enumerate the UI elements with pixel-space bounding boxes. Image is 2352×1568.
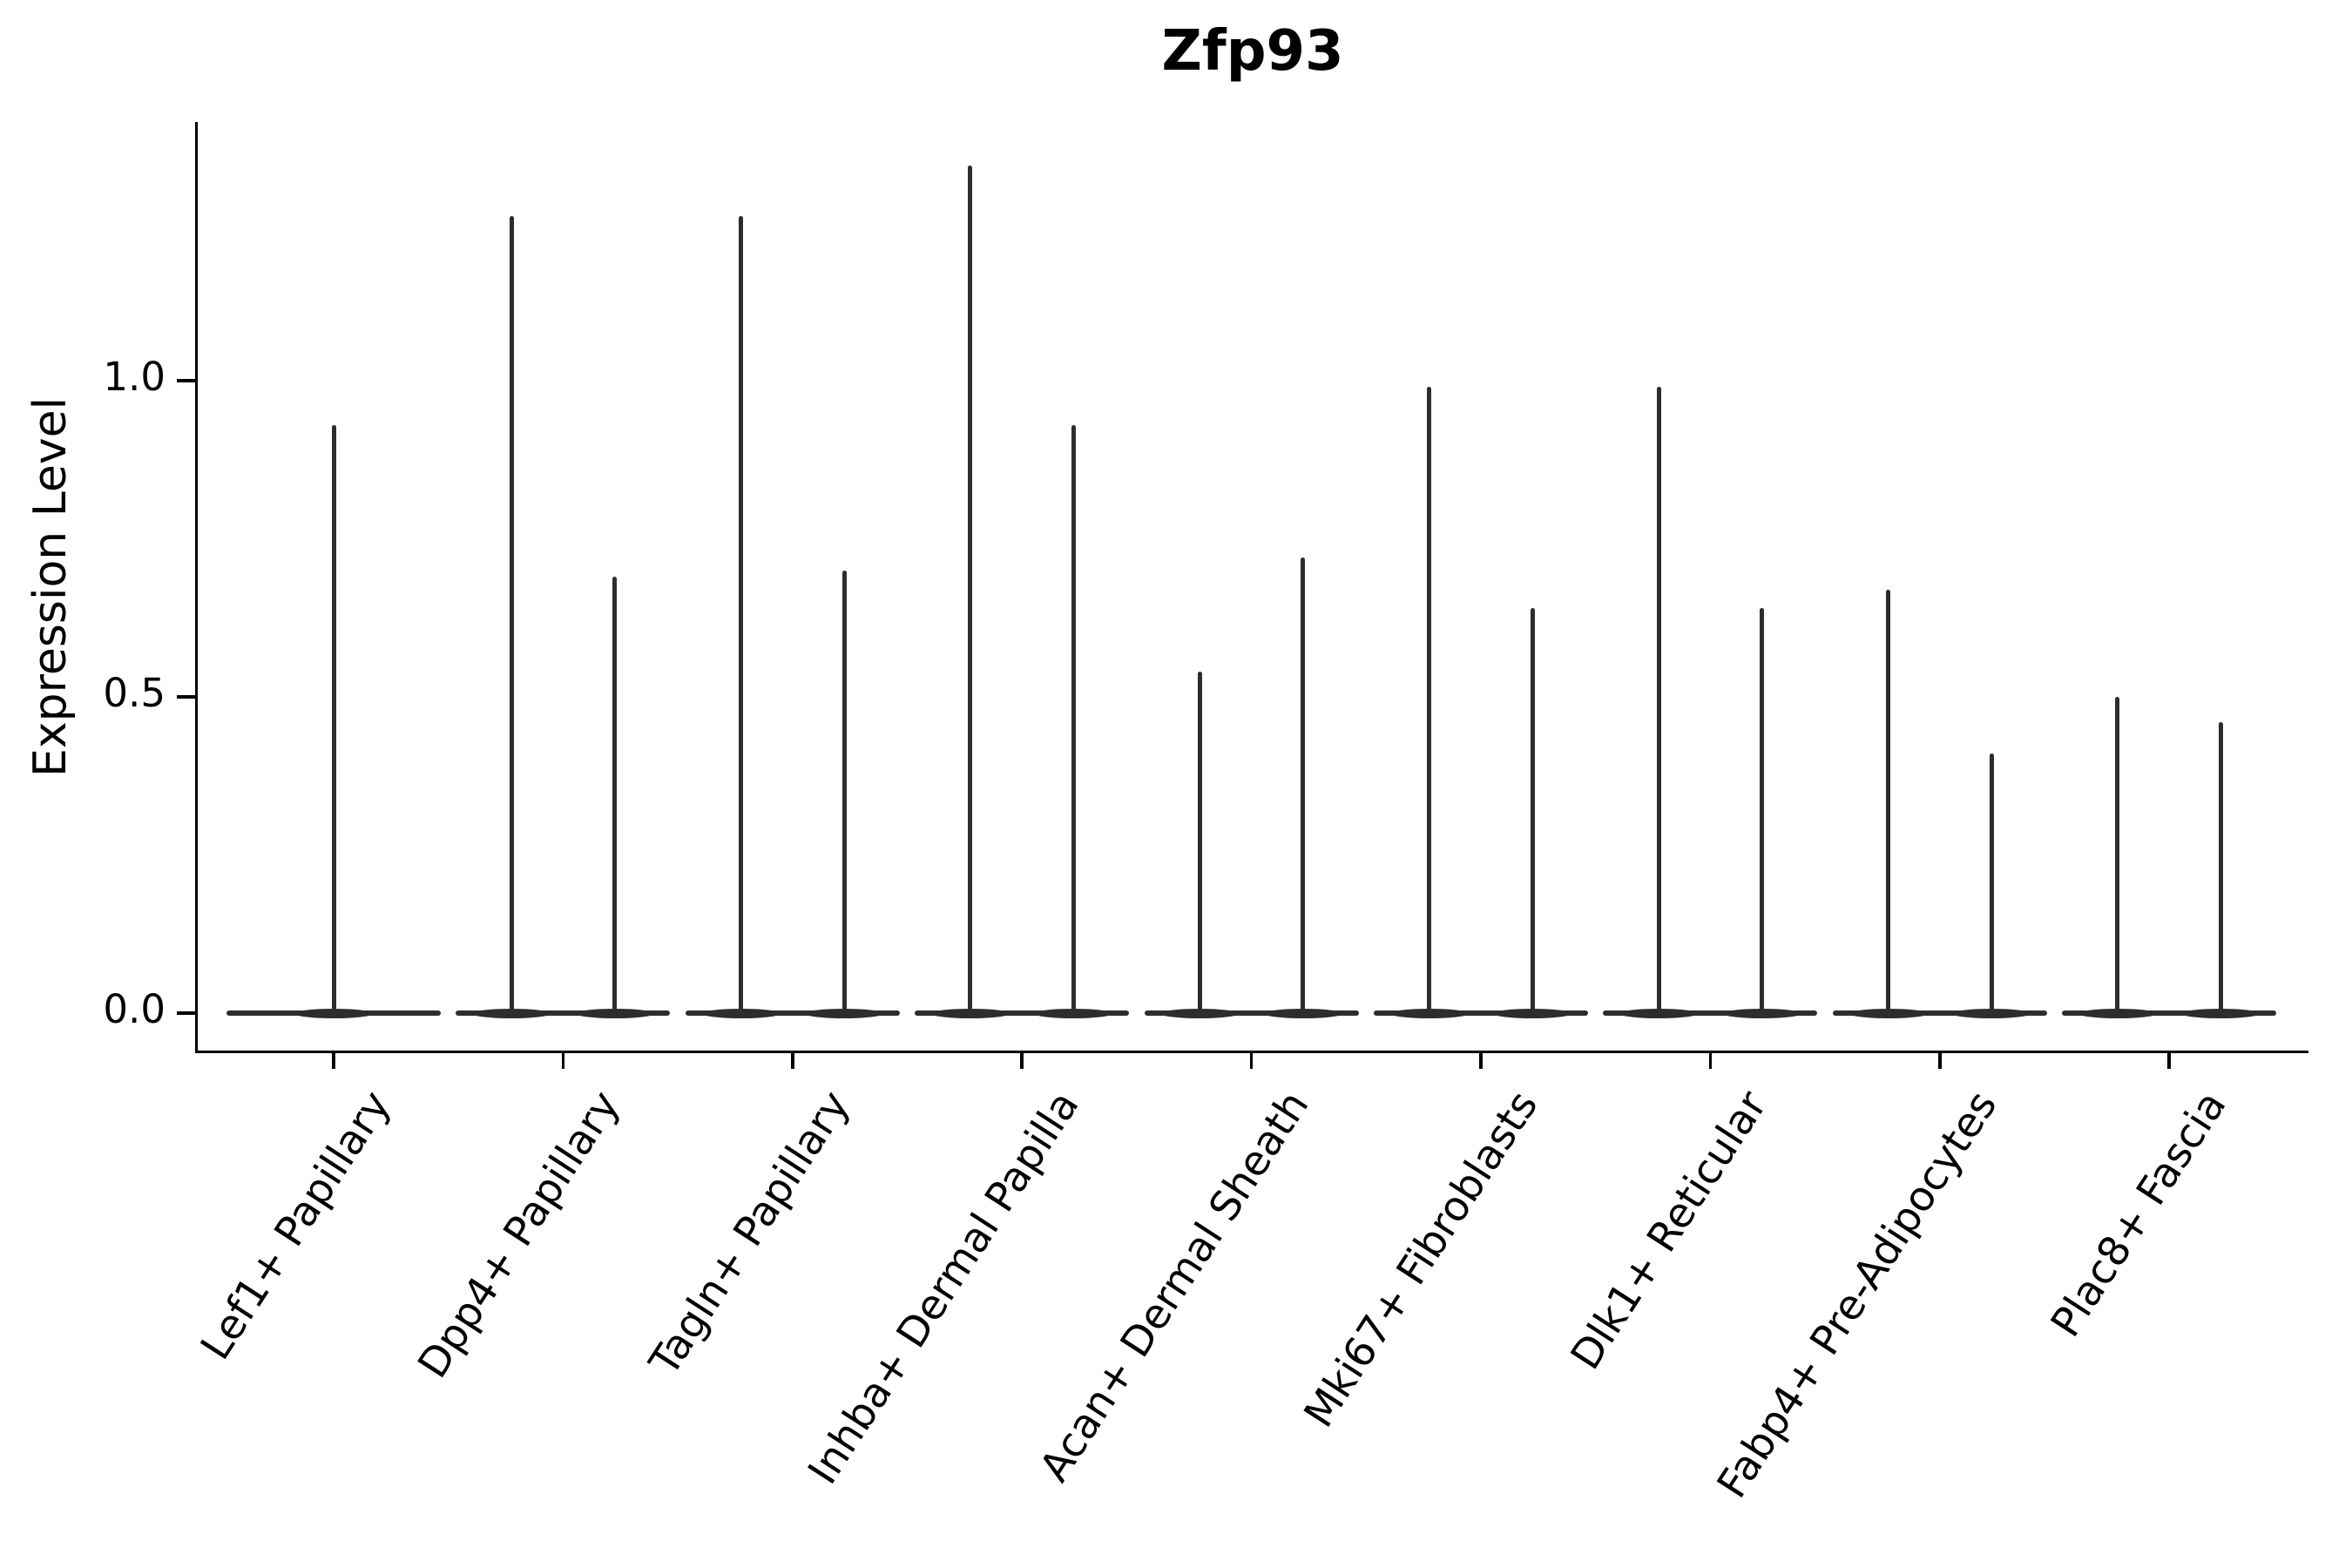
violin-base <box>1144 1010 1359 1017</box>
x-tick-mark <box>1938 1053 1942 1069</box>
violin-base <box>1832 1010 2047 1017</box>
violin-spike <box>1071 424 1076 1016</box>
violin-spike <box>1197 671 1202 1016</box>
x-tick-mark <box>791 1053 794 1069</box>
x-tick-mark <box>1708 1053 1713 1069</box>
violin-base <box>1603 1010 1818 1017</box>
violin-base <box>456 1010 671 1017</box>
x-tick-mark <box>1020 1053 1024 1069</box>
violin-spike <box>1301 558 1306 1016</box>
violin-base <box>2062 1010 2277 1017</box>
x-tick-mark <box>1249 1053 1254 1069</box>
chart-title: Zfp93 <box>1161 19 1344 84</box>
violin-spike <box>968 166 973 1016</box>
x-tick-mark <box>2167 1053 2171 1069</box>
violin-spike <box>1886 589 1891 1016</box>
violin-base <box>1374 1010 1588 1017</box>
violin-spike <box>509 216 514 1016</box>
x-tick-mark <box>332 1053 335 1069</box>
violin-spike <box>1989 754 1994 1016</box>
x-axis-spine <box>194 1050 2308 1053</box>
x-tick-mark <box>561 1053 565 1069</box>
violin-base <box>685 1010 900 1017</box>
violin-spike <box>2218 722 2223 1016</box>
violin-spike <box>1530 608 1535 1016</box>
y-tick-mark <box>177 379 196 382</box>
y-axis-spine <box>194 122 198 1053</box>
y-tick-label: 0.0 <box>103 986 166 1032</box>
violin-spike <box>841 570 847 1016</box>
y-tick-mark <box>177 695 196 699</box>
violin-spike <box>331 424 336 1016</box>
x-tick-mark <box>1479 1053 1483 1069</box>
violin-spike <box>739 216 744 1016</box>
violin-spike <box>2115 697 2120 1016</box>
violin-base <box>915 1010 1130 1017</box>
y-tick-label: 1.0 <box>103 354 166 400</box>
y-tick-label: 0.5 <box>103 670 166 716</box>
violin-spike <box>612 577 618 1016</box>
violin-spike <box>1656 387 1661 1016</box>
y-tick-mark <box>177 1011 196 1015</box>
violin-spike <box>1760 608 1765 1016</box>
violin-spike <box>1427 387 1432 1016</box>
